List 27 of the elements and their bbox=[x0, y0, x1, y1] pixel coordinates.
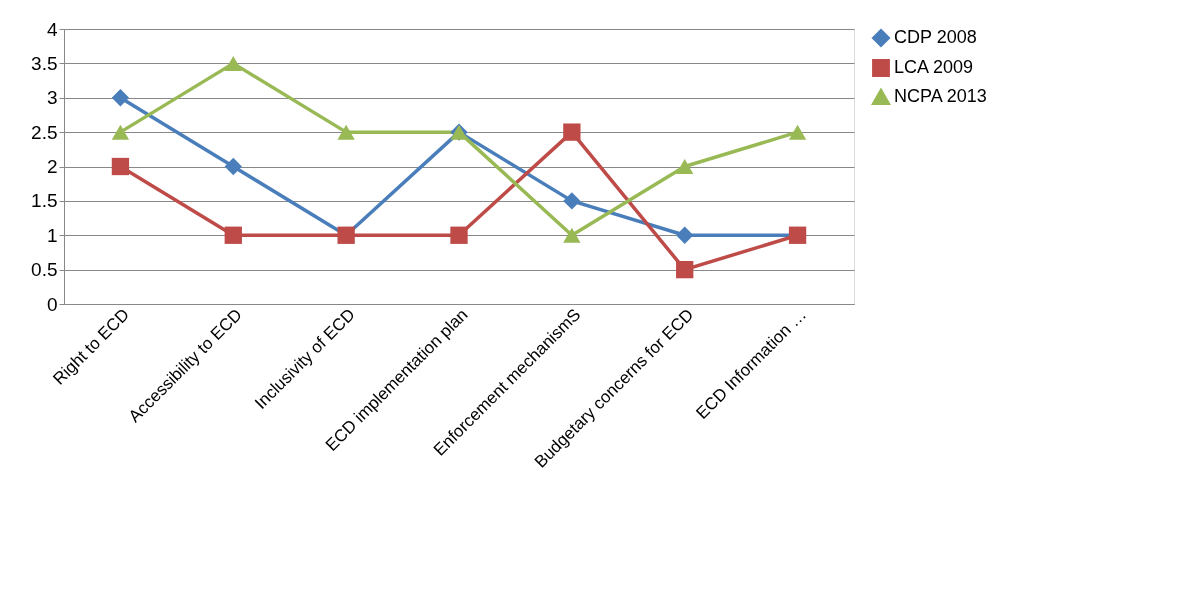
point bbox=[111, 89, 130, 107]
point bbox=[224, 157, 242, 176]
point bbox=[676, 226, 694, 244]
point bbox=[788, 124, 807, 140]
legend-label: LCA 2009 bbox=[894, 57, 974, 77]
y-tick-label: 3.5 bbox=[31, 52, 58, 74]
y-tick-label: 1 bbox=[46, 224, 58, 246]
point bbox=[676, 260, 694, 279]
y-tick-label: 2.5 bbox=[31, 121, 58, 143]
y-tick-label: 0.5 bbox=[31, 259, 58, 281]
legend-label: NCPA 2013 bbox=[894, 86, 987, 106]
point bbox=[224, 55, 242, 71]
point bbox=[563, 227, 581, 243]
point bbox=[563, 192, 581, 210]
y-tick-label: 1.5 bbox=[31, 190, 58, 212]
point bbox=[337, 124, 355, 140]
point bbox=[111, 124, 130, 140]
y-tick-label: 3 bbox=[46, 87, 58, 109]
point bbox=[450, 226, 468, 244]
point bbox=[676, 159, 694, 174]
legend-label: CDP 2008 bbox=[894, 27, 977, 47]
point bbox=[224, 226, 242, 244]
point bbox=[111, 157, 130, 176]
y-tick-label: 0 bbox=[46, 293, 58, 315]
point bbox=[563, 123, 581, 141]
y-tick-label: 4 bbox=[46, 18, 58, 40]
y-tick-label: 2 bbox=[46, 156, 58, 177]
